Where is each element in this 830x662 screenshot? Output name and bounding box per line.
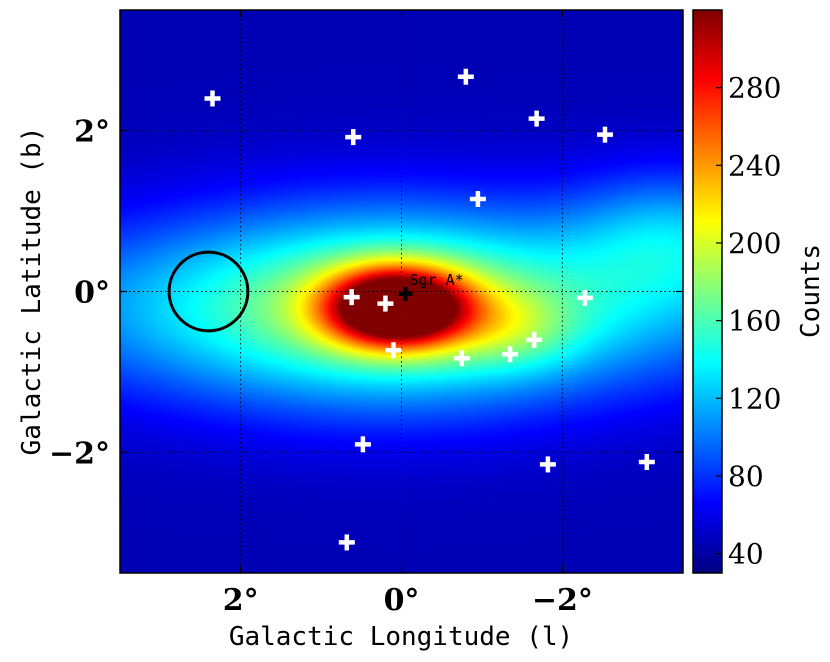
colorbar-tick-label: 80 [728, 460, 764, 493]
colorbar-tick-label: 200 [728, 227, 781, 260]
sgr-a-marker [398, 286, 413, 301]
source-marker [354, 436, 371, 453]
sgr-a-label: Sgr A* [410, 271, 464, 289]
colorbar-tick-label: 160 [728, 305, 781, 338]
colorbar [692, 9, 723, 574]
source-marker [385, 342, 402, 359]
source-marker [377, 295, 394, 312]
source-marker [338, 534, 355, 551]
y-tick-label: 0° [74, 276, 110, 311]
y-tick-label: 2° [74, 115, 110, 150]
source-marker [453, 350, 470, 367]
source-marker [457, 68, 474, 85]
source-marker [469, 191, 486, 208]
source-marker [343, 289, 360, 306]
source-marker [345, 129, 362, 146]
region-circle [167, 250, 250, 333]
x-tick-label: −2° [532, 583, 593, 618]
y-tick-label: −2° [49, 436, 110, 471]
x-tick-label: 2° [223, 583, 259, 618]
source-marker [526, 331, 543, 348]
y-axis-label: Galactic Latitude (b) [17, 127, 47, 456]
grid-lines [120, 10, 683, 573]
source-marker [576, 289, 593, 306]
source-marker [638, 454, 655, 471]
colorbar-tick-label: 40 [728, 538, 764, 571]
x-tick-label: 0° [384, 583, 420, 618]
colorbar-ticks: 40 80 120 160 200 240 280 [716, 72, 781, 571]
source-marker [502, 346, 519, 363]
colorbar-tick-label: 280 [728, 72, 781, 105]
counts-map [120, 10, 683, 573]
y-axis-ticks: 2° 0° −2° [49, 115, 683, 471]
source-marker [596, 126, 613, 143]
plot-area: Sgr A* [120, 10, 683, 573]
colorbar-tick-label: 120 [728, 382, 781, 415]
x-axis-label: Galactic Longitude (l) [229, 622, 573, 652]
colorbar-tick-label: 240 [728, 149, 781, 182]
source-marker [204, 90, 221, 107]
source-markers [204, 68, 655, 551]
source-marker [539, 456, 556, 473]
colorbar-label: Counts [796, 244, 826, 338]
x-axis-ticks: 2° 0° −2° [223, 10, 593, 618]
source-marker [528, 110, 545, 127]
